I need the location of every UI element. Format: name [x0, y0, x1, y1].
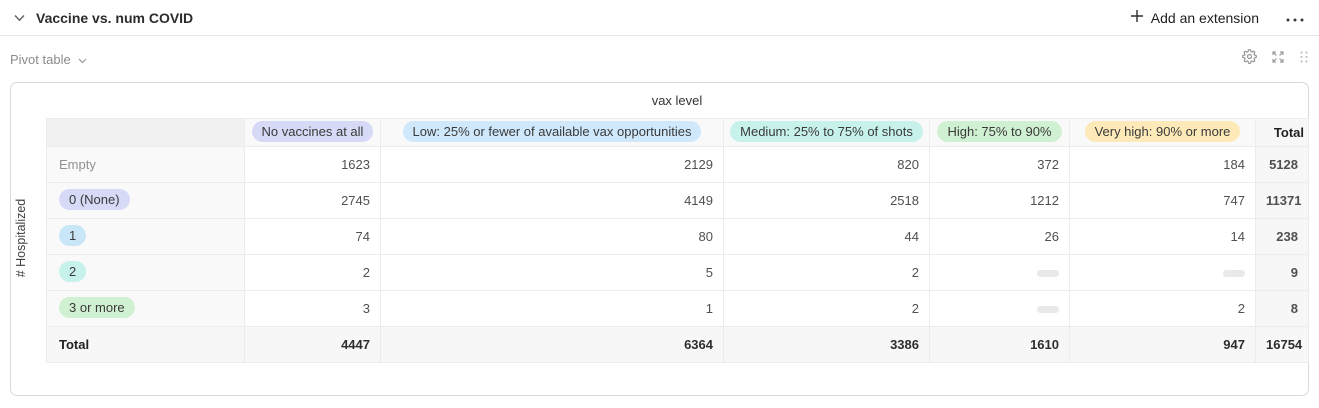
pivot-cell: 2518	[723, 182, 930, 219]
settings-button[interactable]	[1242, 49, 1257, 69]
corner-cell	[46, 118, 245, 147]
empty-value-dash	[1037, 270, 1059, 278]
pivot-cell: 1623	[244, 146, 381, 183]
table-row-empty: Empty 1623 2129 820 372 184 5128	[46, 146, 1309, 183]
pivot-cell: 26	[929, 218, 1070, 255]
column-total-cell: 1610	[929, 326, 1070, 363]
widget-header: Vaccine vs. num COVID Add an extension	[0, 0, 1319, 36]
view-type-selector[interactable]: Pivot table	[10, 52, 87, 67]
pivot-cell: 372	[929, 146, 1070, 183]
add-extension-label: Add an extension	[1150, 9, 1259, 26]
table-row-2: 2 2 5 2 9	[46, 254, 1309, 291]
pivot-cell: 2	[244, 254, 381, 291]
drag-handle[interactable]	[1299, 50, 1309, 69]
pivot-cell: 1	[380, 290, 724, 327]
row-header-3-or-more: 3 or more	[46, 290, 245, 327]
more-options-button[interactable]	[1286, 9, 1304, 27]
pivot-cell: 1212	[929, 182, 1070, 219]
ellipsis-icon	[1286, 9, 1304, 27]
column-header-very-high: Very high: 90% or more	[1069, 118, 1256, 147]
row-header-0-none: 0 (None)	[46, 182, 245, 219]
column-header-high: High: 75% to 90%	[929, 118, 1070, 147]
chevron-down-icon	[78, 52, 87, 67]
column-total-cell: 6364	[380, 326, 724, 363]
column-total-cell: 947	[1069, 326, 1256, 363]
row-total-cell: 9	[1255, 254, 1309, 291]
pivot-cell: 14	[1069, 218, 1256, 255]
pivot-cell: 80	[380, 218, 724, 255]
column-header-total: Total	[1255, 118, 1309, 147]
pivot-table: No vaccines at all Low: 25% or fewer of …	[46, 118, 1309, 363]
column-header-medium: Medium: 25% to 75% of shots	[723, 118, 930, 147]
pivot-cell: 5	[380, 254, 724, 291]
pivot-cell-empty	[1069, 254, 1256, 291]
pivot-cell: 2	[723, 290, 930, 327]
pivot-table-card: vax level # Hospitalized No vaccines at …	[10, 82, 1309, 396]
table-row-total: Total 4447 6364 3386 1610 947 16754	[46, 326, 1309, 363]
pivot-cell: 4149	[380, 182, 724, 219]
view-type-label: Pivot table	[10, 51, 71, 67]
column-header-low: Low: 25% or fewer of available vax oppor…	[380, 118, 724, 147]
column-header-row: No vaccines at all Low: 25% or fewer of …	[46, 118, 1309, 147]
chevron-down-icon	[14, 9, 25, 27]
add-extension-button[interactable]: Add an extension	[1130, 9, 1259, 26]
pivot-cell: 747	[1069, 182, 1256, 219]
column-total-cell: 3386	[723, 326, 930, 363]
pivot-cell: 820	[723, 146, 930, 183]
table-row-0-none: 0 (None) 2745 4149 2518 1212 747 11371	[46, 182, 1309, 219]
column-axis-title: vax level	[651, 93, 703, 108]
table-row-3-or-more: 3 or more 3 1 2 2 8	[46, 290, 1309, 327]
pivot-cell-empty	[929, 290, 1070, 327]
empty-value-dash	[1223, 270, 1245, 278]
pivot-cell-empty	[929, 254, 1070, 291]
fullscreen-button[interactable]	[1271, 50, 1285, 69]
gear-icon	[1242, 49, 1257, 69]
pivot-cell: 2	[723, 254, 930, 291]
pivot-cell: 2129	[380, 146, 724, 183]
drag-handle-icon	[1299, 50, 1309, 69]
grand-total-cell: 16754	[1255, 326, 1309, 363]
row-header-2: 2	[46, 254, 245, 291]
pivot-cell: 44	[723, 218, 930, 255]
empty-value-dash	[1037, 306, 1059, 314]
plus-icon	[1130, 9, 1144, 26]
expand-icon	[1271, 50, 1285, 69]
widget-title: Vaccine vs. num COVID	[36, 9, 194, 26]
row-header-total: Total	[46, 326, 245, 363]
pivot-cell: 2	[1069, 290, 1256, 327]
pivot-cell: 3	[244, 290, 381, 327]
pivot-cell: 2745	[244, 182, 381, 219]
collapse-widget-button[interactable]	[14, 9, 25, 27]
pivot-toolbar: Pivot table	[0, 36, 1319, 82]
row-total-cell: 11371	[1255, 182, 1309, 219]
pivot-cell: 74	[244, 218, 381, 255]
column-header-no-vaccines: No vaccines at all	[244, 118, 381, 147]
row-total-cell: 238	[1255, 218, 1309, 255]
row-header-empty: Empty	[46, 146, 245, 183]
row-total-cell: 8	[1255, 290, 1309, 327]
pivot-cell: 184	[1069, 146, 1256, 183]
row-total-cell: 5128	[1255, 146, 1309, 183]
table-row-1: 1 74 80 44 26 14 238	[46, 218, 1309, 255]
row-header-1: 1	[46, 218, 245, 255]
row-axis-title: # Hospitalized	[14, 198, 28, 278]
column-total-cell: 4447	[244, 326, 381, 363]
